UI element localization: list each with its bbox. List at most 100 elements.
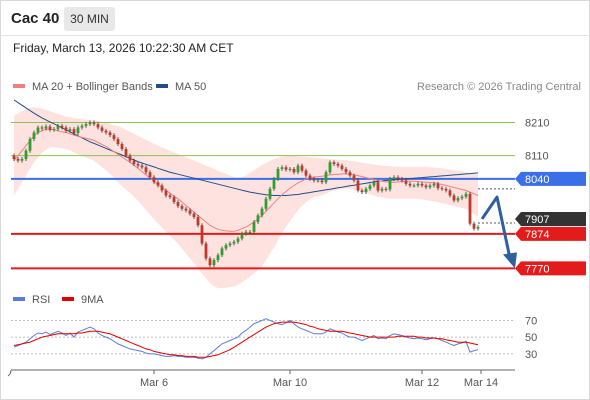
candle	[332, 160, 336, 166]
candle-body	[356, 180, 360, 191]
candle-body	[160, 185, 164, 191]
candle-body	[404, 180, 408, 184]
candle	[352, 173, 356, 183]
candle	[336, 161, 340, 168]
rsi-legend-label: 9MA	[81, 294, 104, 306]
x-tick-label: Mar 6	[140, 377, 168, 389]
candle-body	[60, 125, 64, 128]
candle	[252, 219, 256, 234]
candle	[348, 170, 352, 178]
candle	[196, 215, 200, 228]
rsi-tick-30: 30	[525, 349, 537, 361]
rsi-line	[13, 318, 479, 360]
candle-body	[100, 127, 104, 131]
candle	[204, 241, 208, 261]
candle-body	[276, 168, 280, 179]
candle-body	[136, 163, 140, 166]
forecast-arrow-line	[480, 195, 512, 259]
legend-label: MA 20 + Bollinger Bands	[32, 81, 153, 93]
candle-body	[320, 180, 324, 183]
candle-body	[456, 198, 460, 201]
level-tag-7907: 7907	[515, 211, 586, 226]
candle-body	[308, 175, 312, 179]
legend-swatch	[156, 84, 168, 88]
candle-body	[20, 158, 24, 161]
candle	[160, 183, 164, 193]
candle	[140, 163, 144, 170]
rsi-9ma-line	[13, 321, 479, 358]
timestamp: Friday, March 13, 2026 10:22:30 AM CET	[13, 41, 234, 55]
candle-body	[216, 255, 220, 261]
candle	[404, 178, 408, 186]
candle-body	[412, 185, 416, 187]
price-legend: MA 20 + Bollinger Bands MA 50 Research © 2…	[13, 81, 581, 93]
candle-body	[200, 225, 204, 244]
candle-body	[284, 167, 288, 170]
forecast-arrow	[480, 195, 517, 269]
candle-body	[428, 185, 432, 188]
candle	[360, 188, 364, 195]
candle	[180, 204, 184, 211]
candle	[244, 229, 248, 236]
candle-body	[168, 195, 172, 198]
candle	[216, 253, 220, 263]
timeframe-badge[interactable]: 30 MIN	[64, 7, 115, 31]
candle-body	[344, 168, 348, 173]
candle	[364, 186, 368, 195]
candle-body	[460, 196, 464, 199]
level-tag-text: 8040	[525, 174, 549, 186]
candle-body	[340, 165, 344, 169]
candle-body	[332, 162, 336, 164]
rsi-legend-swatch	[62, 297, 74, 301]
candle-body	[12, 155, 16, 159]
candle-body	[120, 144, 124, 150]
candle	[376, 180, 380, 193]
candle-body	[268, 188, 272, 199]
candle	[384, 186, 388, 192]
candle-body	[420, 183, 424, 186]
candle	[440, 186, 444, 191]
level-tag-box	[515, 261, 586, 276]
candle	[56, 123, 60, 132]
candle	[200, 223, 204, 246]
candle	[420, 181, 424, 188]
candlesticks	[12, 120, 480, 268]
candle	[40, 125, 44, 131]
candle	[268, 186, 272, 201]
candle	[300, 163, 304, 173]
candle-body	[220, 248, 224, 256]
candle	[220, 246, 224, 258]
candle-body	[180, 206, 184, 209]
bollinger-bands	[14, 107, 478, 289]
candle	[176, 200, 180, 209]
candle	[468, 191, 472, 226]
candle-body	[124, 149, 128, 156]
candle-body	[436, 183, 440, 189]
bollinger-band-fill	[14, 107, 478, 289]
candle	[184, 206, 188, 213]
candle-body	[376, 182, 380, 191]
candle	[428, 183, 432, 190]
candle	[120, 142, 124, 152]
candle-body	[372, 182, 376, 186]
candle-body	[296, 165, 300, 173]
candle-body	[56, 125, 60, 130]
candle	[16, 157, 20, 163]
candle-body	[72, 129, 76, 134]
candle-body	[64, 127, 68, 131]
candle	[36, 125, 40, 135]
candle-body	[244, 231, 248, 234]
candle-body	[336, 163, 340, 166]
legend-swatch	[13, 84, 25, 88]
candle	[400, 176, 404, 183]
candle-body	[300, 165, 304, 171]
candle-body	[112, 135, 116, 140]
candle-body	[452, 195, 456, 201]
candle-body	[360, 190, 364, 193]
candle	[100, 125, 104, 133]
candle-body	[40, 127, 44, 129]
candle	[280, 165, 284, 171]
level-tags: 8210 8110 8040 7874 7770 7907	[515, 118, 586, 276]
candle-body	[392, 177, 396, 179]
